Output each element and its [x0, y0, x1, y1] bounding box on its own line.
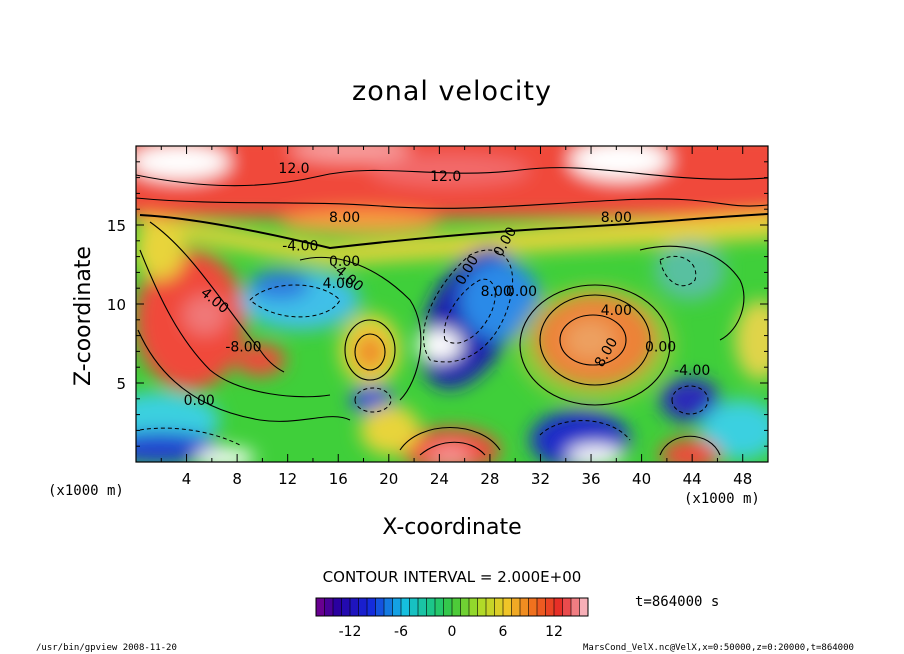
colorbar-swatch: [375, 598, 385, 616]
colorbar-swatch: [426, 598, 436, 616]
colorbar-swatch: [409, 598, 419, 616]
colorbar-swatch: [452, 598, 461, 616]
y-tick-label: 5: [116, 375, 126, 393]
colorbar-swatch: [324, 598, 334, 616]
contour-label: -4.00: [674, 363, 710, 379]
colorbar-swatch: [537, 598, 546, 616]
x-axis-label: X-coordinate: [382, 515, 522, 540]
colorbar-swatch: [520, 598, 529, 616]
x-tick-label: 16: [329, 470, 348, 488]
colorbar-swatch: [494, 598, 504, 616]
contour-label: 4.00: [601, 303, 632, 319]
colorbar-frame: [315, 597, 589, 617]
colorbar-swatch: [418, 598, 427, 616]
y-ticks: 5 10 15: [107, 145, 768, 463]
colorbar-tick-label: -6: [394, 624, 408, 640]
colorbar-swatch: [443, 598, 453, 616]
colorbar-swatch: [316, 598, 325, 616]
x-axis-unit-right: (x1000 m): [684, 491, 760, 507]
colorbar-swatch: [392, 598, 402, 616]
contour-label: 12.0: [430, 169, 461, 185]
colorbar-swatch: [486, 598, 495, 616]
colorbar-swatch: [554, 598, 563, 616]
x-tick-label: 8: [232, 470, 242, 488]
x-tick-label: 32: [531, 470, 550, 488]
contour-label: 8.00: [329, 210, 360, 226]
contour-label: 0.00: [184, 393, 215, 409]
x-tick-label: 4: [182, 470, 192, 488]
colorbar-swatch: [528, 598, 538, 616]
chart-title: zonal velocity: [352, 76, 552, 107]
contour-label: 8.00: [601, 210, 632, 226]
y-axis-label: Z-coordinate: [71, 246, 96, 386]
colorbar-swatch: [477, 598, 487, 616]
colorbar-swatch: [367, 598, 376, 616]
colorbar-swatch: [469, 598, 478, 616]
x-tick-label: 44: [683, 470, 702, 488]
colorbar-swatch: [435, 598, 444, 616]
colorbar-swatch: [545, 598, 555, 616]
contour-label: -4.00: [282, 238, 318, 254]
contour-label: 4.00: [323, 276, 354, 292]
contour-label: 0.00: [506, 284, 537, 300]
footer-left: /usr/bin/gpview 2008-11-20: [36, 643, 177, 653]
colorbar-swatch: [333, 598, 342, 616]
velocity-field: [136, 146, 768, 462]
colorbar-tick-label: 0: [448, 624, 457, 640]
contour-label: 8.00: [481, 284, 512, 300]
colorbar-swatch: [341, 598, 351, 616]
y-tick-label: 10: [107, 296, 126, 314]
colorbar-swatch: [350, 598, 359, 616]
x-tick-label: 28: [480, 470, 499, 488]
colorbar-swatch: [562, 598, 572, 616]
colorbar-swatch: [401, 598, 410, 616]
colorbar-tick-label: 6: [499, 624, 508, 640]
y-tick-label: 15: [107, 217, 126, 235]
time-label: t=864000 s: [635, 594, 720, 610]
x-tick-label: 48: [733, 470, 752, 488]
x-tick-label: 36: [581, 470, 600, 488]
colorbar-tick-label: -12: [339, 624, 362, 640]
colorbar-swatch: [358, 598, 368, 616]
x-tick-label: 40: [632, 470, 651, 488]
contour-lines: [136, 167, 768, 456]
colorbar-swatch: [384, 598, 393, 616]
contour-label: 12.0: [278, 161, 309, 177]
x-axis-unit-left: (x1000 m): [48, 483, 124, 499]
colorbar: -12 -6 0 6 12: [315, 597, 589, 640]
x-tick-label: 20: [379, 470, 398, 488]
contour-label: 0.00: [329, 254, 360, 270]
x-ticks: 4 8 12 16 20 24 28 32 36 40 44 48: [135, 146, 769, 488]
negative-contours: [139, 249, 709, 446]
x-tick-label: 24: [430, 470, 449, 488]
contour-label: 0.00: [645, 339, 676, 355]
colorbar-swatch: [511, 598, 521, 616]
colorbar-tick-label: 12: [545, 624, 563, 640]
colorbar-swatch: [460, 598, 470, 616]
contour-interval: CONTOUR INTERVAL = 2.000E+00: [322, 568, 582, 586]
contour-label: -8.00: [225, 339, 261, 355]
colorbar-swatch: [579, 598, 589, 616]
colorbar-swatch: [571, 598, 580, 616]
footer-right: MarsCond_VelX.nc@VelX,x=0:50000,z=0:2000…: [583, 643, 854, 653]
colorbar-swatch: [503, 598, 512, 616]
x-tick-label: 12: [278, 470, 297, 488]
